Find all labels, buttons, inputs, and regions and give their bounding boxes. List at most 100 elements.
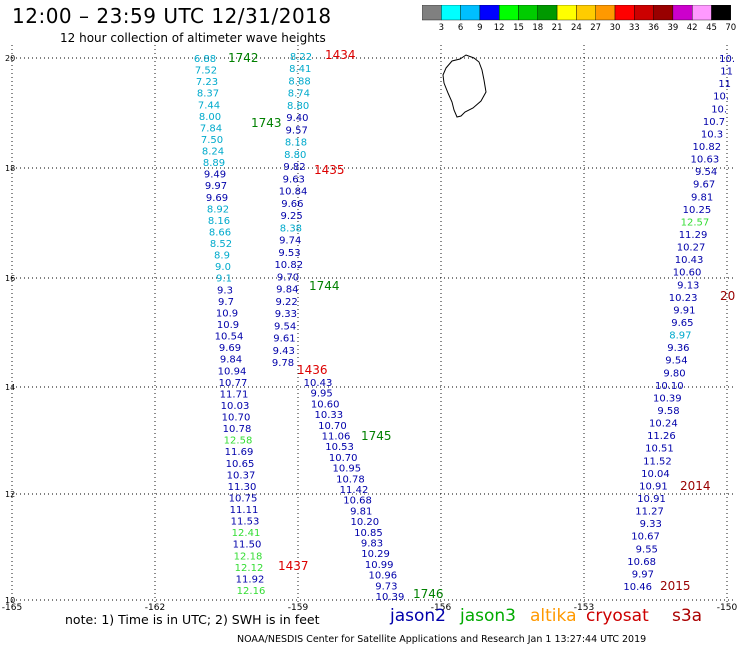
time-label: 2015 bbox=[660, 579, 691, 593]
track-value-right: 11.29 bbox=[679, 230, 708, 241]
track-value-middle-upper: 9.25 bbox=[281, 211, 303, 222]
track-value-left: 9.0 bbox=[215, 262, 231, 273]
track-value-left: 9.97 bbox=[205, 181, 227, 192]
track-value-middle-lower: 9.95 bbox=[310, 389, 332, 400]
longitude-label: -165 bbox=[2, 603, 22, 613]
legend-cryosat: cryosat bbox=[586, 606, 649, 626]
track-value-right: 10.7 bbox=[703, 117, 725, 128]
track-value-left: 9.1 bbox=[216, 274, 232, 285]
track-value-right: 12.57 bbox=[681, 217, 710, 228]
color-scale-label: 45 bbox=[706, 23, 717, 33]
time-label: 1434 bbox=[325, 48, 356, 62]
color-scale-bar bbox=[422, 5, 731, 21]
track-value-right: 8.97 bbox=[669, 331, 691, 342]
track-value-left: 11.50 bbox=[233, 540, 262, 551]
color-scale-label: 3 bbox=[438, 23, 445, 33]
track-value-right: 9.97 bbox=[632, 569, 654, 580]
track-value-left: 10.94 bbox=[218, 366, 247, 377]
longitude-label: -156 bbox=[431, 603, 452, 613]
track-value-middle-upper: 9.61 bbox=[273, 334, 295, 345]
track-value-middle-lower: 9.81 bbox=[350, 506, 372, 517]
time-label: 2014 bbox=[680, 479, 711, 493]
latitude-label: 20 bbox=[5, 54, 15, 63]
track-value-left: 12.18 bbox=[234, 551, 263, 562]
track-value-left: 12.12 bbox=[235, 563, 264, 574]
track-value-right: 9.91 bbox=[673, 305, 695, 316]
track-value-right: 10.39 bbox=[653, 393, 682, 404]
track-value-left: 9.69 bbox=[206, 193, 228, 204]
track-value-middle-upper: 9.66 bbox=[281, 199, 303, 210]
track-value-right: 9.13 bbox=[677, 280, 699, 291]
page-title: 12:00 – 23:59 UTC 12/31/2018 bbox=[12, 4, 332, 28]
track-value-right: 9.81 bbox=[691, 192, 713, 203]
latitude-label: 18 bbox=[5, 164, 15, 173]
track-value-left: 10.9 bbox=[217, 320, 239, 331]
color-scale-label: 24 bbox=[570, 23, 582, 33]
track-value-right: 9.58 bbox=[657, 406, 679, 417]
color-scale-label: 9 bbox=[477, 23, 483, 33]
track-value-left: 8.52 bbox=[210, 239, 232, 250]
track-value-middle-lower: 11.42 bbox=[340, 485, 369, 496]
track-value-middle-upper: 8.80 bbox=[287, 101, 309, 112]
track-value-middle-lower: 10.43 bbox=[304, 378, 333, 389]
track-value-left: 10.03 bbox=[221, 401, 250, 412]
track-value-left: 9.3 bbox=[217, 285, 233, 296]
track-value-right: 10.91 bbox=[637, 494, 666, 505]
track-value-middle-upper: 8.88 bbox=[288, 76, 310, 87]
color-scale-label: 33 bbox=[628, 23, 640, 33]
track-value-left: 7.84 bbox=[200, 123, 222, 134]
track-value-right: 10.60 bbox=[673, 268, 702, 279]
color-swatch bbox=[711, 5, 731, 21]
color-scale-label: 42 bbox=[686, 23, 698, 33]
track-values: 6.887.527.238.377.448.007.847.508.248.89… bbox=[194, 52, 735, 603]
track-value-middle-lower: 11.06 bbox=[322, 432, 351, 443]
track-value-middle-upper: 8.18 bbox=[285, 138, 307, 149]
track-value-left: 7.44 bbox=[198, 100, 220, 111]
track-value-left: 8.89 bbox=[203, 158, 225, 169]
track-value-middle-upper: 9.57 bbox=[286, 125, 308, 136]
time-label: 1744 bbox=[309, 279, 340, 293]
track-value-middle-upper: 9.53 bbox=[278, 248, 300, 259]
track-value-middle-upper: 9.54 bbox=[274, 321, 296, 332]
time-label: 1437 bbox=[278, 559, 309, 573]
track-value-left: 10.77 bbox=[219, 378, 248, 389]
track-value-middle-upper: 9.84 bbox=[276, 285, 298, 296]
footer-credit: NOAA/NESDIS Center for Satellite Applica… bbox=[237, 634, 647, 645]
track-value-left: 8.37 bbox=[197, 89, 219, 100]
track-value-left: 8.16 bbox=[208, 216, 230, 227]
time-label: 20 bbox=[720, 289, 735, 303]
track-value-left: 12.58 bbox=[224, 436, 253, 447]
track-value-left: 9.69 bbox=[219, 343, 241, 354]
track-value-right: 10. bbox=[713, 92, 729, 103]
track-value-left: 9.84 bbox=[220, 355, 242, 366]
track-value-right: 10.24 bbox=[649, 419, 678, 430]
track-value-middle-lower: 10.78 bbox=[336, 474, 365, 485]
track-value-right: 10.51 bbox=[645, 444, 674, 455]
color-scale-label: 15 bbox=[513, 23, 524, 33]
track-value-middle-upper: 8.38 bbox=[280, 223, 302, 234]
track-value-right: 10.67 bbox=[631, 532, 660, 543]
track-value-middle-upper: 10.82 bbox=[274, 260, 303, 271]
track-value-right: 10.68 bbox=[627, 557, 656, 568]
longitude-label: -159 bbox=[288, 603, 309, 613]
track-value-left: 8.92 bbox=[207, 204, 229, 215]
latitude-label: 16 bbox=[5, 274, 15, 283]
track-value-middle-upper: 8.41 bbox=[289, 64, 311, 75]
track-value-left: 10.65 bbox=[226, 459, 255, 470]
track-value-middle-lower: 10.96 bbox=[368, 571, 397, 582]
track-value-left: 10.78 bbox=[223, 424, 252, 435]
track-value-middle-upper: 9.40 bbox=[286, 113, 308, 124]
track-value-right: 9.55 bbox=[636, 544, 658, 555]
track-value-left: 8.9 bbox=[214, 251, 230, 262]
track-value-right: 10.82 bbox=[693, 142, 722, 153]
time-label: 1745 bbox=[361, 429, 392, 443]
track-value-middle-lower: 10.33 bbox=[314, 410, 343, 421]
track-value-middle-upper: 9.33 bbox=[275, 309, 297, 320]
track-value-right: 11.26 bbox=[647, 431, 676, 442]
lat-lon-grid bbox=[11, 45, 735, 602]
time-label: 1743 bbox=[251, 116, 282, 130]
legend-altika: altika bbox=[530, 606, 577, 626]
track-value-right: 10.3 bbox=[701, 129, 723, 140]
track-value-left: 10.70 bbox=[222, 413, 251, 424]
track-value-middle-lower: 10.70 bbox=[329, 453, 358, 464]
